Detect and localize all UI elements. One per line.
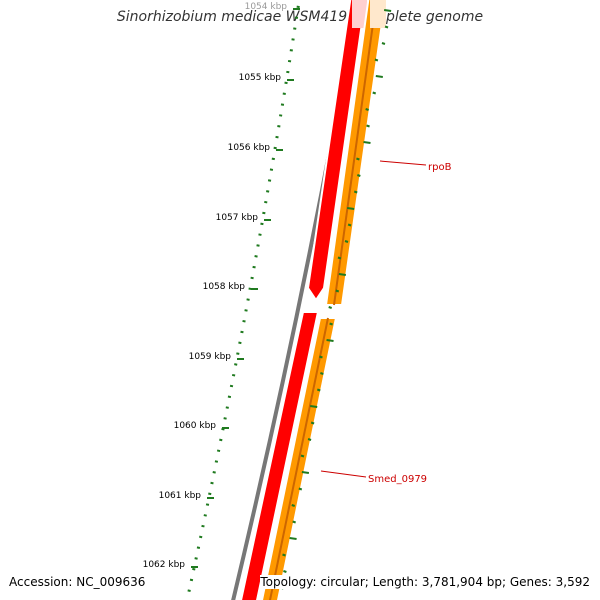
feature-tick [365,108,369,111]
ruler-tick-label: 1054 kbp [245,2,288,12]
feature-tick [347,223,352,227]
feature-tick [301,471,310,474]
ruler-tick-label: 1060 kbp [174,421,217,431]
feature-tick [329,322,333,326]
feature-tick [357,174,361,177]
feature-leader-line [320,470,367,478]
feature-tick [353,190,358,194]
cds-block-smed0979 [240,311,320,600]
cds-orange-top-stripe [333,0,378,306]
ruler-tick-label: 1057 kbp [216,213,259,223]
cds-orange-fade [370,0,386,28]
feature-tick-track [280,9,392,590]
feature-tick [366,124,370,128]
feature-label: rpoB [428,162,452,173]
ruler-tick-label: 1056 kbp [228,143,271,153]
feature-tick [344,240,349,243]
gc-skew-dots [185,0,301,600]
feature-tick [326,339,334,342]
position-ruler: 1054 kbp 1055 kbp 1056 kbp 1057 kbp 1058 kbp… [143,2,300,570]
feature-tick [335,289,340,293]
ruler-tick-label: 1061 kbp [159,491,202,501]
feature-tick [300,454,305,458]
cds-fade-top [352,0,367,28]
cds-track-red [240,0,367,600]
gc-skew-track [185,0,301,600]
feature-tick [319,355,323,359]
feature-tick [374,58,379,62]
feature-tick [291,504,296,507]
accession-label: Accession: NC_009636 [9,575,146,589]
feature-label: Smed_0979 [368,474,427,485]
map-title: Sinorhizobium medicae WSM419, complete g… [116,9,484,25]
feature-tick [307,438,312,441]
feature-tick [289,537,297,540]
ruler-tick-label: 1062 kbp [143,560,186,570]
ruler-tick-label: 1055 kbp [239,73,282,83]
feature-tick [310,421,315,425]
feature-tick [292,520,296,524]
cds-orange-bottom-stripe [269,317,329,600]
feature-tick [328,306,333,309]
feature-tick [383,9,392,12]
feature-tick [283,570,287,573]
feature-leader-line [379,160,427,166]
feature-tick [384,25,389,29]
feature-labels: rpoB Smed_0979 [320,160,452,485]
feature-tick [356,157,360,161]
feature-tick [372,91,377,95]
feature-tick [310,405,318,408]
genome-summary: Topology: circular; Length: 3,781,904 bp… [260,575,590,589]
ruler-tick-label: 1058 kbp [203,282,246,292]
feature-tick [337,256,342,260]
feature-tick [282,553,286,557]
feature-tick [338,273,346,276]
feature-tick [381,42,386,45]
feature-tick [320,372,324,375]
feature-tick [298,487,303,491]
feature-tick [316,388,321,392]
feature-tick [363,141,371,144]
ruler-tick-label: 1059 kbp [189,352,232,362]
cds-track-orange [261,0,387,600]
feature-tick [347,207,355,210]
cds-block-rpob [306,0,367,302]
feature-tick [375,75,383,78]
